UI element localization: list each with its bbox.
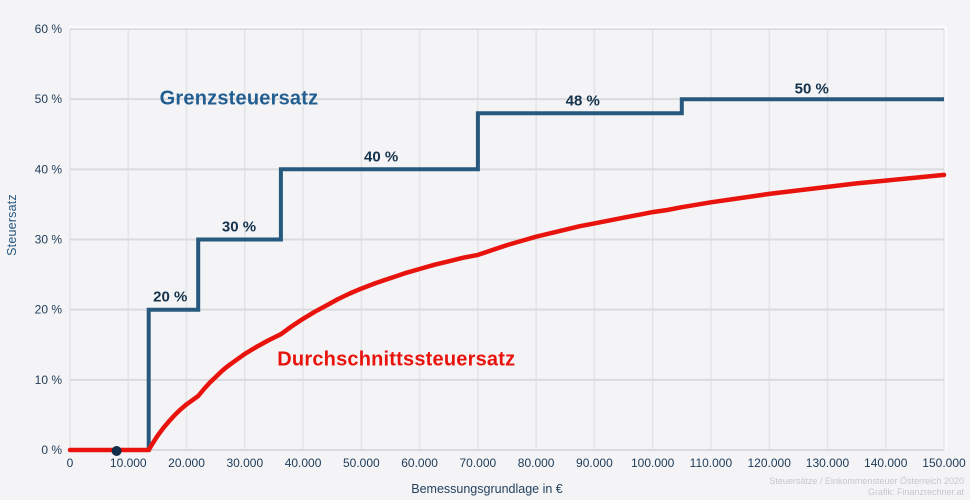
x-tick-label: 0 (67, 456, 74, 470)
step-label-20-percent: 20 % (153, 288, 188, 306)
x-tick-label: 60.000 (401, 456, 438, 470)
x-tick-label: 20.000 (168, 456, 205, 470)
y-tick-label: 20 % (35, 303, 63, 317)
y-tick-label: 40 % (35, 162, 63, 176)
x-axis-title: Bemessungsgrundlage in € (411, 482, 563, 496)
attribution: Steuersätze / Einkommensteuer Österreich… (769, 476, 964, 498)
x-tick-label: 100.000 (631, 456, 675, 470)
attribution-line1: Steuersätze / Einkommensteuer Österreich… (769, 476, 964, 486)
step-label-48-percent: 48 % (565, 92, 600, 110)
x-tick-label: 120.000 (748, 456, 792, 470)
step-label-30-percent: 30 % (221, 218, 257, 236)
step-label-50-percent: 50 % (794, 80, 829, 98)
x-tick-label: 10.000 (110, 456, 147, 470)
y-tick-label: 0 % (41, 443, 62, 457)
x-tick-label: 90.000 (576, 456, 613, 470)
x-tick-label: 130.000 (806, 456, 850, 470)
step-label-40-percent: 40 % (364, 148, 399, 166)
series-label-durchschnittssteuersatz: Durchschnittssteuersatz (277, 348, 516, 371)
average-rate-curve (67, 172, 947, 453)
income-marker-dot (111, 446, 122, 456)
y-axis-title: Steuersatz (5, 194, 19, 256)
x-tick-label: 50.000 (343, 456, 380, 470)
y-tick-label: 30 % (35, 233, 63, 247)
attribution-line2: Grafik: Finanzrechner.at (867, 487, 964, 497)
y-tick-label: 60 % (35, 22, 63, 36)
x-tick-label: 80.000 (518, 456, 555, 470)
marginal-rate-step-line (70, 97, 944, 452)
series-label-grenzsteuersatz: Grenzsteuersatz (159, 87, 319, 110)
x-tick-label: 40.000 (285, 456, 322, 470)
x-tick-label: 150.000 (922, 456, 966, 470)
x-tick-label: 110.000 (690, 456, 733, 470)
x-tick-label: 140.000 (864, 456, 908, 470)
x-tick-label: 30.000 (226, 456, 263, 470)
x-tick-label: 70.000 (460, 456, 497, 470)
y-tick-label: 50 % (35, 92, 63, 106)
y-tick-label: 10 % (35, 373, 63, 387)
